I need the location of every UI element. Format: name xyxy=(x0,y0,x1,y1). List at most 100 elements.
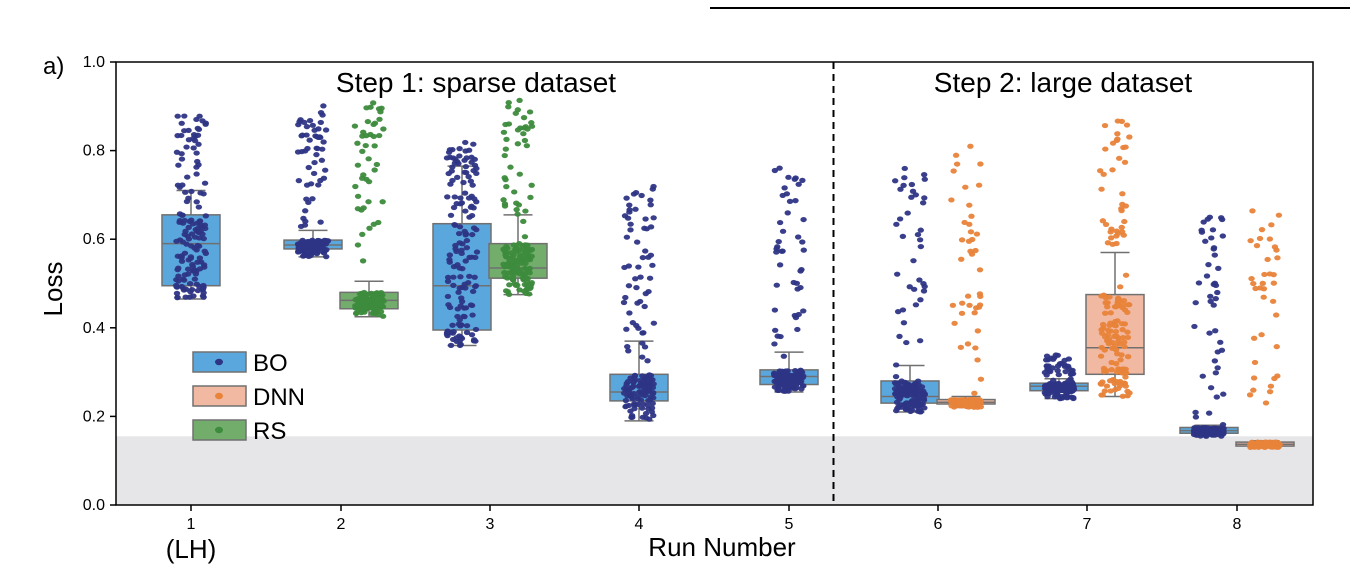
data-point xyxy=(626,310,633,316)
data-point xyxy=(511,257,519,263)
data-point xyxy=(319,146,326,152)
data-point xyxy=(639,384,647,390)
data-point xyxy=(792,314,800,321)
data-point xyxy=(650,183,657,190)
data-point xyxy=(958,256,965,262)
data-point xyxy=(1250,375,1258,381)
data-point xyxy=(317,219,324,225)
data-point xyxy=(189,221,197,227)
data-point xyxy=(306,137,313,143)
data-point xyxy=(360,205,367,211)
data-point xyxy=(771,167,779,174)
data-point xyxy=(457,274,464,280)
legend-entry-bo: BO xyxy=(192,350,288,377)
data-point xyxy=(920,172,928,178)
legend-marker xyxy=(215,358,223,366)
data-point xyxy=(375,132,383,139)
data-point xyxy=(1066,384,1074,390)
data-point xyxy=(512,246,519,253)
data-point xyxy=(1114,302,1122,308)
data-point xyxy=(1121,343,1128,350)
data-point xyxy=(908,194,915,200)
data-point xyxy=(622,397,630,404)
data-point xyxy=(351,123,359,129)
data-point xyxy=(1101,310,1109,316)
data-point xyxy=(962,184,969,190)
data-point xyxy=(1270,280,1278,286)
data-point xyxy=(374,290,381,297)
data-point xyxy=(500,197,507,203)
data-point xyxy=(773,246,780,252)
data-point xyxy=(1212,328,1219,334)
data-point xyxy=(637,274,644,280)
data-point xyxy=(185,127,192,133)
data-point xyxy=(797,284,804,291)
data-point xyxy=(313,152,320,158)
data-point xyxy=(462,258,469,264)
data-point xyxy=(952,152,960,158)
data-point xyxy=(463,237,471,244)
data-point xyxy=(892,362,900,368)
data-point xyxy=(504,245,511,251)
data-point xyxy=(791,378,799,384)
data-point xyxy=(455,289,462,295)
data-point xyxy=(197,222,204,228)
data-point xyxy=(195,141,202,147)
data-point xyxy=(900,182,907,188)
data-point xyxy=(773,371,780,377)
data-point xyxy=(379,313,387,319)
step-1-annotation: Step 1: sparse dataset xyxy=(336,67,616,98)
data-point xyxy=(781,185,788,191)
legend-marker xyxy=(215,392,223,400)
data-point xyxy=(1097,353,1105,359)
data-point xyxy=(647,197,654,203)
data-point xyxy=(785,174,792,180)
data-point xyxy=(504,275,511,281)
data-point xyxy=(630,383,637,389)
data-point xyxy=(620,390,628,396)
data-point xyxy=(639,340,646,346)
data-point xyxy=(1104,240,1112,246)
data-point xyxy=(1251,359,1259,366)
data-point xyxy=(175,162,182,168)
data-point xyxy=(892,374,900,380)
data-point xyxy=(966,202,973,208)
data-point xyxy=(454,174,461,180)
data-point xyxy=(174,294,181,300)
data-point xyxy=(354,162,362,168)
data-point xyxy=(473,249,481,255)
data-point xyxy=(908,407,916,413)
data-point xyxy=(516,171,523,177)
data-point xyxy=(359,231,366,237)
data-point xyxy=(451,222,458,228)
data-point xyxy=(460,313,467,320)
data-point xyxy=(503,184,510,190)
step-2-annotation: Step 2: large dataset xyxy=(934,67,1193,98)
data-point xyxy=(458,200,466,206)
data-point xyxy=(781,369,789,375)
data-point xyxy=(311,127,318,133)
data-point xyxy=(502,121,509,128)
data-point xyxy=(363,176,370,182)
data-point xyxy=(1207,298,1214,304)
data-point xyxy=(904,210,911,216)
data-point xyxy=(971,390,978,396)
data-point xyxy=(917,227,924,233)
data-point xyxy=(786,198,794,204)
data-point xyxy=(454,306,461,312)
data-point xyxy=(775,239,782,245)
data-point xyxy=(626,202,633,208)
data-point xyxy=(1258,227,1266,233)
data-point xyxy=(1273,247,1280,253)
data-point xyxy=(908,181,916,188)
data-point xyxy=(1100,292,1107,298)
data-point xyxy=(948,197,955,203)
data-point xyxy=(954,397,962,403)
data-point xyxy=(1069,371,1077,377)
data-point xyxy=(916,387,923,393)
data-point xyxy=(455,160,462,167)
data-point xyxy=(1253,243,1261,249)
data-point xyxy=(359,299,366,306)
data-point xyxy=(1113,369,1121,375)
data-point xyxy=(470,205,477,211)
